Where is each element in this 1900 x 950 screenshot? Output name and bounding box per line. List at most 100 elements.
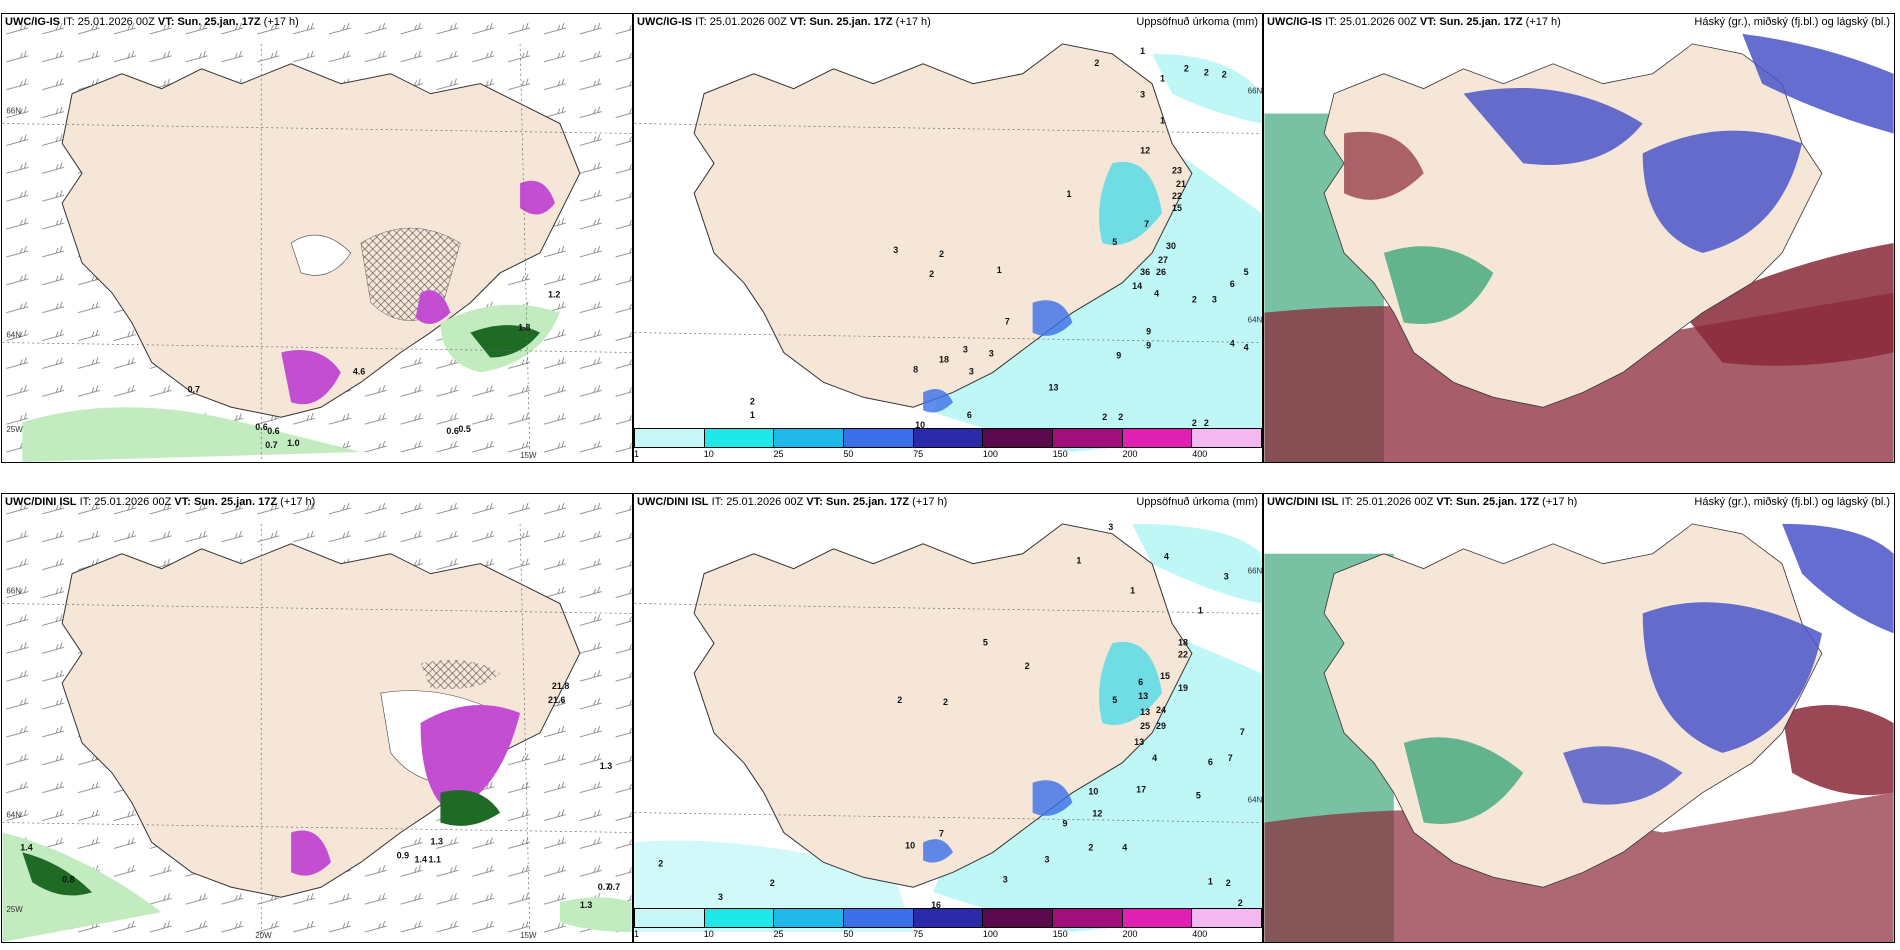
panel-right-title: Uppsöfnuð úrkoma (mm) [1136, 496, 1258, 508]
panel-header: UWC/DINI ISL IT: 25.01.2026 00Z VT: Sun.… [1267, 496, 1578, 508]
low-cloud-patch [1563, 746, 1683, 805]
value-label: 2 [1094, 58, 1099, 68]
value-label: 2 [897, 695, 902, 705]
value-label: 29 [1156, 721, 1166, 731]
value-label: 1 [1130, 586, 1135, 596]
colorbar-tick-label: 25 [773, 449, 784, 459]
high-cloud-patch [1403, 737, 1524, 824]
panel-header: UWC/DINI ISL IT: 25.01.2026 00Z VT: Sun.… [637, 496, 948, 508]
value-label: 4 [1152, 753, 1157, 763]
panel-header: UWC/IG-IS IT: 25.01.2026 00Z VT: Sun. 25… [5, 16, 299, 28]
value-label: 10 [915, 420, 925, 430]
value-label: 7 [1144, 219, 1149, 229]
value-label: 2 [1184, 64, 1189, 74]
panel-right-title: Uppsöfnuð úrkoma (mm) [1136, 16, 1258, 28]
value-label: 1 [1160, 74, 1165, 84]
colorbar-tick-label: 10 [703, 449, 714, 459]
value-label: 3 [963, 344, 968, 354]
heavy-precip-core-2 [923, 388, 953, 413]
value-label: 1 [1076, 556, 1081, 566]
colorbar-tick-label: 100 [982, 929, 998, 939]
value-label: 1 [997, 265, 1002, 275]
colorbar-cell [913, 429, 984, 447]
map-panel-top-right: UWC/IG-IS IT: 25.01.2026 00Z VT: Sun. 25… [1263, 13, 1895, 463]
value-label: 1 [1198, 605, 1203, 615]
magenta-precip-2 [415, 290, 451, 325]
map-panel-top-middle: UWC/IG-IS IT: 25.01.2026 00Z VT: Sun. 25… [633, 13, 1263, 463]
colorbar-tick-label: 150 [1052, 929, 1068, 939]
colorbar-tick-label: 50 [843, 449, 854, 459]
value-label: 4 [1230, 339, 1235, 349]
value-label: 3 [1003, 874, 1008, 884]
value-label: 16 [931, 900, 941, 910]
low-cloud-area [1642, 602, 1822, 753]
value-label: 14 [1132, 281, 1142, 291]
value-label: 15 [1160, 671, 1170, 681]
value-label: 21.8 [552, 681, 569, 691]
low-cloud-area-2 [1642, 130, 1803, 253]
wind-precip-map: 66N 64N 25W 20W 15W 1.4 0.8 1.3 1.3 0.7 … [2, 494, 632, 942]
value-label: 1.4 [415, 854, 427, 864]
mid-cloud-patch [1344, 131, 1424, 200]
value-label: 3 [1045, 854, 1050, 864]
green-precip-sw-core [22, 852, 93, 896]
value-label: 15 [1172, 203, 1182, 213]
value-label: 12 [1140, 145, 1150, 155]
heavy-precip-core-2 [923, 839, 953, 863]
value-label: 1.3 [600, 761, 612, 771]
value-label: 2 [939, 249, 944, 259]
value-label: 0.9 [397, 850, 409, 860]
value-label: 1.3 [430, 836, 442, 846]
value-label: 6 [1138, 677, 1143, 687]
map-panel-bottom-left: UWC/DINI ISL IT: 25.01.2026 00Z VT: Sun.… [1, 493, 633, 943]
panel-right-title: Háský (gr.), miðský (fj.bl.) og lágský (… [1694, 16, 1890, 28]
accumulated-precip-map: 66N 64N 2 1 1 2 2 2 1 3 1 12 23 21 22 15… [634, 43, 1262, 453]
value-label: 25 [1140, 721, 1150, 731]
green-precip-core [440, 790, 501, 826]
colorbar-tick-label: 1 [634, 929, 640, 939]
panel-header: UWC/DINI ISL IT: 25.01.2026 00Z VT: Sun.… [5, 496, 316, 508]
value-label: 2 [1192, 418, 1197, 428]
colorbar-cell [983, 429, 1054, 447]
graticule-64n [2, 342, 632, 353]
graticule-label: 25W [6, 905, 23, 914]
value-label: 4 [1122, 842, 1127, 852]
value-label: 24 [1156, 705, 1166, 715]
value-label: 1 [1140, 46, 1145, 56]
value-label: 3 [893, 245, 898, 255]
value-label: 5 [983, 637, 988, 647]
value-label: 0.7 [265, 440, 277, 450]
wind-precip-map: 66N 64N 25W 15W 1.2 1.8 0.7 0.6 0.6 0.7 … [2, 14, 632, 462]
colorbar-cell [635, 909, 705, 927]
magenta-precip-3 [520, 180, 555, 215]
colorbar-cell [774, 909, 845, 927]
colorbar-cell [1122, 909, 1193, 927]
value-label: 3 [1108, 522, 1113, 532]
value-label: 0.7 [608, 882, 620, 892]
light-precip-north [1132, 523, 1262, 604]
colorbar-cell [844, 909, 914, 927]
colorbar-tick-label: 75 [913, 449, 924, 459]
colorbar-tick-label: 200 [1122, 449, 1138, 459]
graticule-label: 66N [1248, 87, 1262, 96]
value-label: 7 [939, 828, 944, 838]
graticule-64n [634, 332, 1262, 343]
colorbar-tick-label: 200 [1122, 929, 1138, 939]
value-label: 9 [1146, 327, 1151, 337]
magenta-precip-2 [291, 830, 331, 876]
precip-values: 3 4 1 1 3 1 18 22 15 19 13 6 5 13 24 25 … [658, 522, 1244, 910]
value-label: 3 [1212, 295, 1217, 305]
graticule-15w [519, 43, 531, 462]
value-label: 2 [1192, 295, 1197, 305]
graticule-label: 25W [6, 425, 23, 434]
value-label: 18 [1178, 637, 1188, 647]
magenta-precip [281, 350, 341, 405]
accumulated-precip-map: 66N 64N 3 4 1 1 3 1 18 22 15 19 13 6 5 1… [634, 522, 1262, 933]
colorbar-cell [983, 909, 1054, 927]
value-label: 2 [658, 858, 663, 868]
value-label: 2 [1226, 878, 1231, 888]
graticule-15w [519, 523, 531, 942]
colorbar-tick-label: 10 [703, 929, 714, 939]
value-label: 17 [1136, 785, 1146, 795]
value-label: 7 [1240, 727, 1245, 737]
